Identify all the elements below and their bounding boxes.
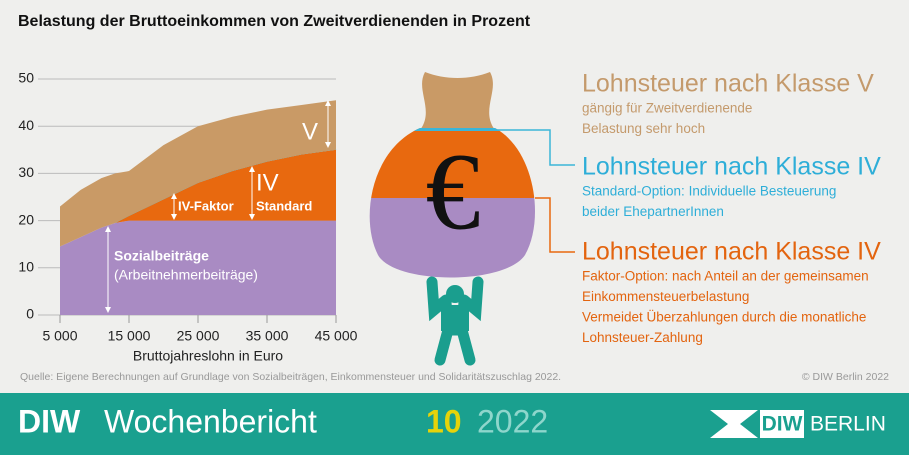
bag-neck [420,72,495,130]
bag-band [369,128,535,131]
arrow-head [249,166,255,220]
y-tick-label: 0 [26,306,34,322]
footer-issue: 10 [426,403,462,439]
source: Quelle: Eigene Berechnungen auf Grundlag… [20,371,561,383]
x-tick-label: 35 000 [246,328,289,344]
legend-text: Belastung sehr hoch [582,121,705,136]
x-tick-label: 45 000 [315,328,358,344]
legend-text: Einkommensteuerbelastung [582,289,749,304]
area [60,220,336,315]
annotation: (Arbeitnehmerbeiträge) [114,267,258,283]
chart-title: Belastung der Bruttoeinkommen von Zweitv… [18,13,531,30]
footer-year: 2022 [477,403,548,439]
footer-publication: Wochenbericht [104,403,317,439]
person-body [441,305,469,331]
person-head [446,285,464,303]
y-tick-label: 10 [18,259,34,275]
annotation: IV [256,169,279,196]
logo-mark [710,410,758,438]
x-tick-label: 15 000 [108,328,151,344]
annotation: Sozialbeiträge [114,248,209,264]
bag-band [369,198,535,278]
x-axis-label: Bruttojahreslohn in Euro [133,348,283,364]
legend-text: beider EhepartnerInnen [582,204,724,219]
y-tick-label: 40 [18,117,34,133]
x-tick-label: 5 000 [42,328,77,344]
money-bag: € [369,72,575,366]
connector [495,129,575,166]
footer [0,393,909,455]
logo-text: DIW [762,413,803,436]
arrow-head [171,193,177,220]
connector [535,197,575,253]
legend-title: Lohnsteuer nach Klasse V [582,70,874,98]
legend: Lohnsteuer nach Klasse V gängig für Zweit… [582,70,881,345]
footer-brand: DIW [18,403,81,439]
euro-symbol: € [426,130,481,252]
annotation: Standard [256,198,312,213]
legend-title: Lohnsteuer nach Klasse IV [582,153,881,181]
annotation: V [302,118,318,145]
logo-city: BERLIN [810,413,886,436]
area [60,100,336,247]
legend-text: Standard-Option: Individuelle Besteuerun… [582,184,836,199]
logo-box [760,410,804,438]
legend-text: Lohnsteuer-Zahlung [582,330,703,345]
legend-text: gängig für Zweitverdienende [582,101,752,116]
legend-title: Lohnsteuer nach Klasse IV [582,238,881,266]
x-tick-label: 25 000 [177,328,220,344]
legend-text: Faktor-Option: nach Anteil an der gemein… [582,269,869,284]
arrow-head [325,100,331,148]
chart: 0 10 20 30 40 50 5 000 15 000 25 000 35 000 45 000… [18,70,357,364]
annotation: IV-Faktor [178,198,234,213]
copyright: © DIW Berlin 2022 [802,371,889,383]
y-tick-label: 30 [18,164,34,180]
area [60,149,336,247]
legend-text: Vermeidet Überzahlungen durch die monatl… [582,310,866,325]
y-tick-label: 20 [18,211,34,227]
y-tick-label: 50 [18,70,34,86]
